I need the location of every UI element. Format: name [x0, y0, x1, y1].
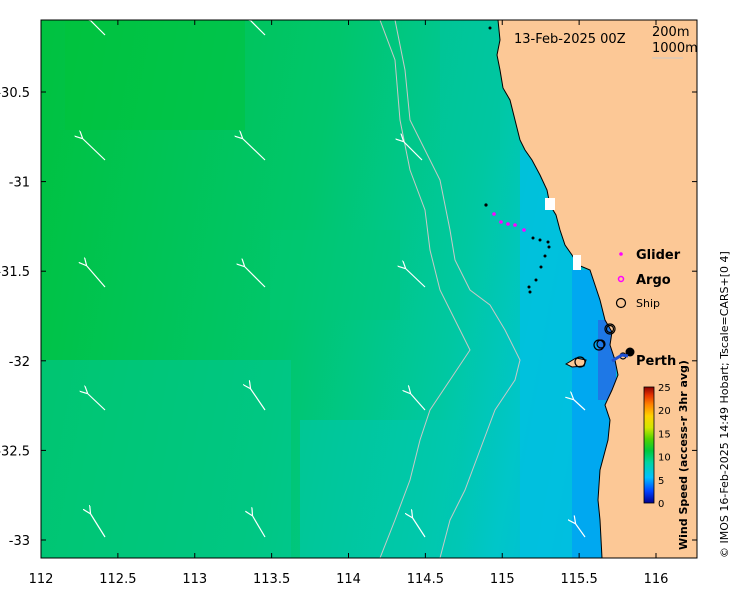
x-tick-label: 114	[336, 572, 361, 587]
y-tick-label: -31	[9, 176, 30, 191]
x-axis: 112 112.5 113 113.5 114 114.5 115 115.5 116	[29, 20, 669, 587]
plot-frame	[40, 19, 698, 559]
wind-cell	[270, 230, 400, 320]
x-tick-label: 115.5	[561, 572, 598, 587]
credit-text: © IMOS 16-Feb-2025 14:49 Hobart; Tscale=…	[718, 251, 731, 558]
colorbar-tick-label: 10	[658, 453, 671, 464]
y-tick-label: -31.5	[0, 265, 30, 280]
y-axis: -30.5 -31 -31.5 -32 -32.5 -33	[0, 86, 697, 549]
colorbar-title: Wind Speed (access-r 3hr avg)	[677, 360, 690, 550]
wind-cell	[440, 20, 500, 150]
legend-glider-marker	[619, 252, 623, 256]
legend-ship-label: Ship	[636, 297, 660, 310]
colorbar-tick-label: 25	[658, 383, 671, 394]
wind-cell	[300, 420, 460, 558]
colorbar-tick-label: 20	[658, 406, 671, 417]
glider-track	[484, 26, 551, 294]
colorbar-tick-label: 0	[658, 499, 664, 510]
x-tick-label: 115	[490, 572, 515, 587]
colorbar-tick-label: 15	[658, 429, 671, 440]
plot-area: Perth Glider Argo Ship 13-Feb-2025 00Z 2…	[41, 20, 698, 558]
x-tick-label: 113.5	[253, 572, 290, 587]
ship-markers	[574, 323, 627, 368]
isobath-legend-1000m: 1000m	[652, 41, 698, 56]
perth-label: Perth	[636, 354, 676, 369]
date-label: 13-Feb-2025 00Z	[514, 32, 626, 47]
wind-cell	[65, 20, 245, 130]
x-tick-label: 113	[182, 572, 207, 587]
wind-cell	[41, 360, 291, 558]
wind-vectors	[82, 20, 586, 538]
colorbar-tick-label: 5	[658, 476, 664, 487]
y-tick-label: -30.5	[0, 86, 30, 101]
y-tick-label: -32.5	[0, 444, 30, 459]
legend-ship-marker	[615, 297, 627, 309]
y-tick-label: -33	[9, 534, 30, 549]
isobath-200m	[394, 20, 521, 558]
y-tick-label: -32	[9, 355, 30, 370]
x-tick-label: 116	[644, 572, 669, 587]
colorbar	[643, 386, 655, 504]
legend-glider-label: Glider	[636, 248, 681, 263]
legend-argo-label: Argo	[636, 273, 671, 288]
land-white-gap	[545, 198, 555, 210]
colorbar-ticks: 0 5 10 15 20 25	[658, 383, 671, 510]
x-tick-label: 112.5	[99, 572, 136, 587]
x-tick-label: 114.5	[407, 572, 444, 587]
legend-argo-marker	[617, 275, 625, 283]
land-white-gap	[573, 255, 581, 270]
isobath-legend-200m: 200m	[652, 25, 689, 40]
x-tick-label: 112	[29, 572, 54, 587]
swan-river	[611, 353, 629, 363]
perth-marker	[625, 347, 635, 357]
